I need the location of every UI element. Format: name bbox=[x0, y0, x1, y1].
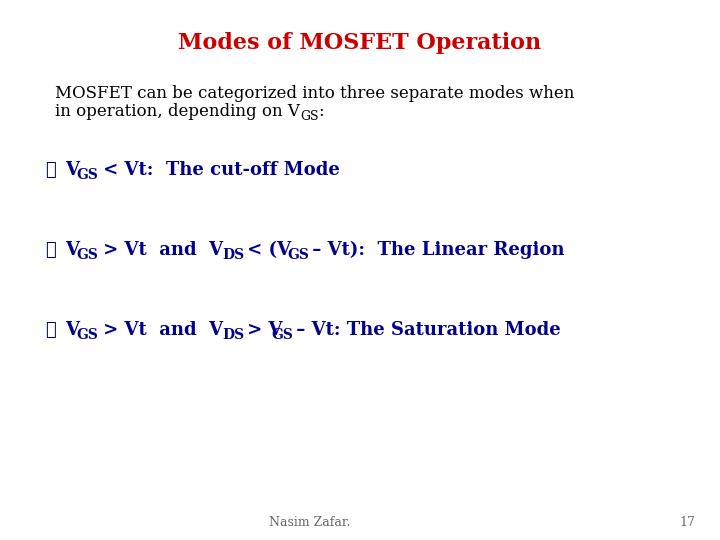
Text: > V: > V bbox=[241, 321, 282, 339]
Text: GS: GS bbox=[76, 168, 98, 182]
Text: – Vt):  The Linear Region: – Vt): The Linear Region bbox=[306, 241, 564, 259]
Text: GS: GS bbox=[76, 328, 98, 342]
Text: GS: GS bbox=[76, 248, 98, 262]
Text: – Vt: The Saturation Mode: – Vt: The Saturation Mode bbox=[290, 321, 561, 339]
Text: MOSFET can be categorized into three separate modes when: MOSFET can be categorized into three sep… bbox=[55, 84, 575, 102]
Text: Modes of MOSFET Operation: Modes of MOSFET Operation bbox=[179, 32, 541, 54]
Text: ❖: ❖ bbox=[45, 241, 55, 259]
Text: in operation, depending on V: in operation, depending on V bbox=[55, 104, 300, 120]
Text: ❖: ❖ bbox=[45, 161, 55, 179]
Text: V: V bbox=[65, 321, 79, 339]
Text: DS: DS bbox=[222, 328, 244, 342]
Text: V: V bbox=[65, 161, 79, 179]
Text: :: : bbox=[318, 104, 323, 120]
Text: GS: GS bbox=[287, 248, 309, 262]
Text: GS: GS bbox=[271, 328, 293, 342]
Text: DS: DS bbox=[222, 248, 244, 262]
Text: < Vt:  The cut-off Mode: < Vt: The cut-off Mode bbox=[97, 161, 340, 179]
Text: 17: 17 bbox=[679, 516, 695, 529]
Text: > Vt  and  V: > Vt and V bbox=[97, 321, 223, 339]
Text: > Vt  and  V: > Vt and V bbox=[97, 241, 223, 259]
Text: ❖: ❖ bbox=[45, 321, 55, 339]
Text: V: V bbox=[65, 241, 79, 259]
Text: < (V: < (V bbox=[241, 241, 291, 259]
Text: Nasim Zafar.: Nasim Zafar. bbox=[269, 516, 351, 529]
Text: GS: GS bbox=[300, 111, 318, 124]
